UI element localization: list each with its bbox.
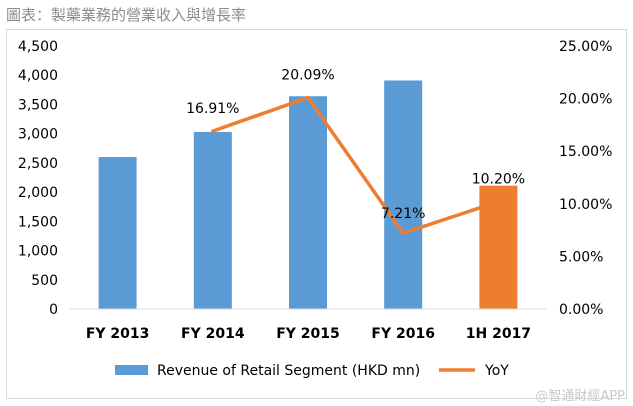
yoy-data-label: 10.20%: [472, 172, 525, 188]
revenue-bar: [98, 157, 137, 309]
yoy-point: [401, 231, 405, 235]
chart-border: [6, 29, 627, 399]
yoy-data-label: 20.09%: [281, 68, 334, 84]
y-right-tick-label: 25.00%: [559, 39, 612, 55]
yoy-point: [211, 129, 215, 133]
y-left-tick-label: 3,500: [18, 97, 58, 113]
y-left-tick-label: 1,000: [18, 244, 58, 260]
y-left-tick-label: 3,000: [18, 127, 58, 143]
y-left-tick-label: 2,500: [18, 156, 58, 172]
y-right-tick-label: 15.00%: [559, 144, 612, 160]
yoy-data-label: 16.91%: [186, 101, 239, 117]
legend-bar-swatch: [115, 365, 148, 375]
legend-line-label: YoY: [484, 363, 509, 379]
yoy-data-label: 7.21%: [381, 206, 425, 222]
y-left-tick-label: 0: [49, 302, 58, 318]
legend-bar-label: Revenue of Retail Segment (HKD mn): [157, 363, 420, 379]
y-right-tick-label: 0.00%: [559, 302, 603, 318]
yoy-point: [306, 96, 310, 100]
revenue-bar: [384, 80, 423, 309]
page-title: 圖表：製藥業務的營業收入與增長率: [6, 6, 247, 24]
x-category-label: FY 2013: [86, 326, 150, 342]
x-category-label: FY 2014: [181, 326, 245, 342]
y-left-tick-label: 500: [31, 273, 58, 289]
revenue-bar: [479, 185, 518, 309]
watermark: @智通財經APP: [535, 389, 625, 404]
y-right-tick-label: 5.00%: [559, 249, 603, 265]
y-left-tick-label: 4,500: [18, 39, 58, 55]
y-right-tick-label: 10.00%: [559, 197, 612, 213]
revenue-bar: [193, 131, 232, 309]
x-category-label: FY 2015: [276, 326, 340, 342]
x-category-label: FY 2016: [371, 326, 435, 342]
x-category-label: 1H 2017: [466, 326, 531, 342]
y-right-tick-label: 20.00%: [559, 92, 612, 108]
yoy-point: [496, 200, 500, 204]
y-left-tick-label: 2,000: [18, 185, 58, 201]
y-left-tick-label: 1,500: [18, 214, 58, 230]
yoy-line: [211, 95, 501, 235]
y-left-tick-label: 4,000: [18, 68, 58, 84]
revenue-bar: [289, 96, 327, 309]
